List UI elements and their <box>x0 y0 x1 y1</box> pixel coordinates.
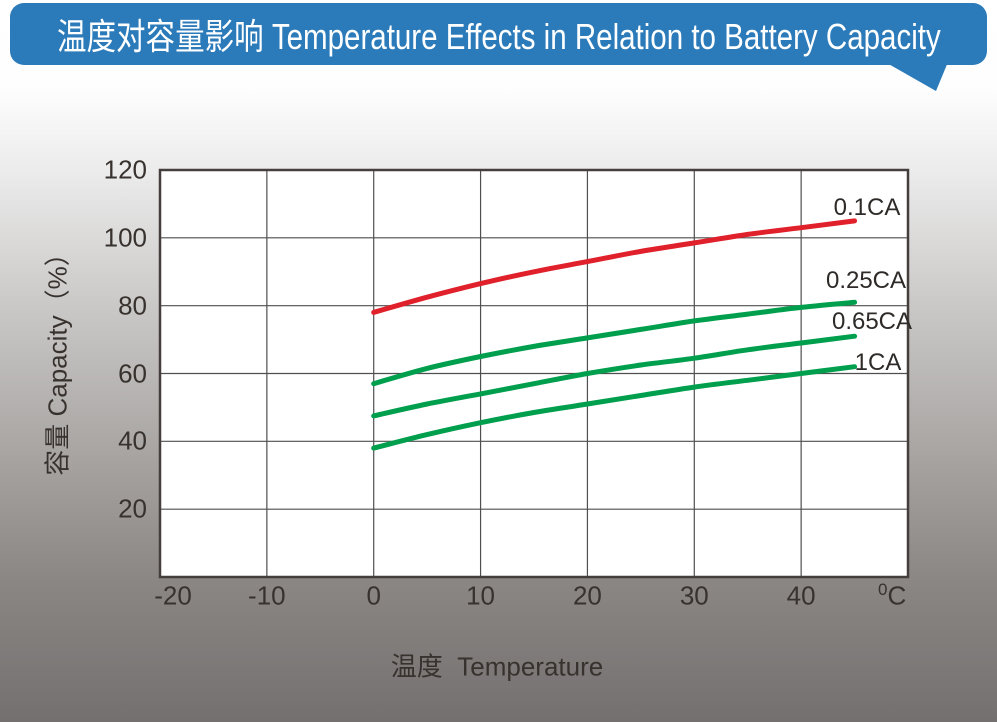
y-tick-label: 80 <box>118 290 147 321</box>
x-tick-label: -10 <box>248 580 286 611</box>
y-tick-label: 100 <box>103 222 147 253</box>
banner-tail-icon <box>885 62 948 91</box>
plot-frame <box>158 168 910 579</box>
y-tick-label: 120 <box>103 154 147 185</box>
y-axis-title: 容量 Capacity（%） <box>42 240 73 476</box>
y-tick-label: 60 <box>118 358 147 388</box>
x-axis-title: 温度 Temperature <box>390 651 604 682</box>
y-tick-label: 20 <box>118 493 147 524</box>
x-axis-unit: 0C <box>878 581 906 612</box>
curve-1CA <box>371 364 858 451</box>
unit-superscript: 0 <box>878 579 888 599</box>
series-label-0.25CA: 0.25CA <box>825 267 907 294</box>
page-title: 温度对容量影响 Temperature Effects in Relation … <box>56 16 941 57</box>
x-tick-label: 40 <box>786 580 816 611</box>
x-tick-label: 0 <box>366 580 381 611</box>
title-banner: 温度对容量影响 Temperature Effects in Relation … <box>10 3 987 65</box>
curve-0.65CA <box>371 333 858 419</box>
unit-letter: C <box>887 580 907 611</box>
curve-0.25CA <box>371 299 858 387</box>
x-tick-label: 10 <box>466 580 496 611</box>
series-label-0.1CA: 0.1CA <box>833 194 901 221</box>
x-tick-label: -20 <box>154 580 192 611</box>
series-label-1CA: 1CA <box>854 349 902 376</box>
x-tick-label: 30 <box>679 580 709 611</box>
series-label-0.65CA: 0.65CA <box>831 308 913 335</box>
y-tick-label: 40 <box>118 425 147 456</box>
curve-0.1CA <box>371 218 858 315</box>
x-tick-label: 20 <box>572 580 602 611</box>
